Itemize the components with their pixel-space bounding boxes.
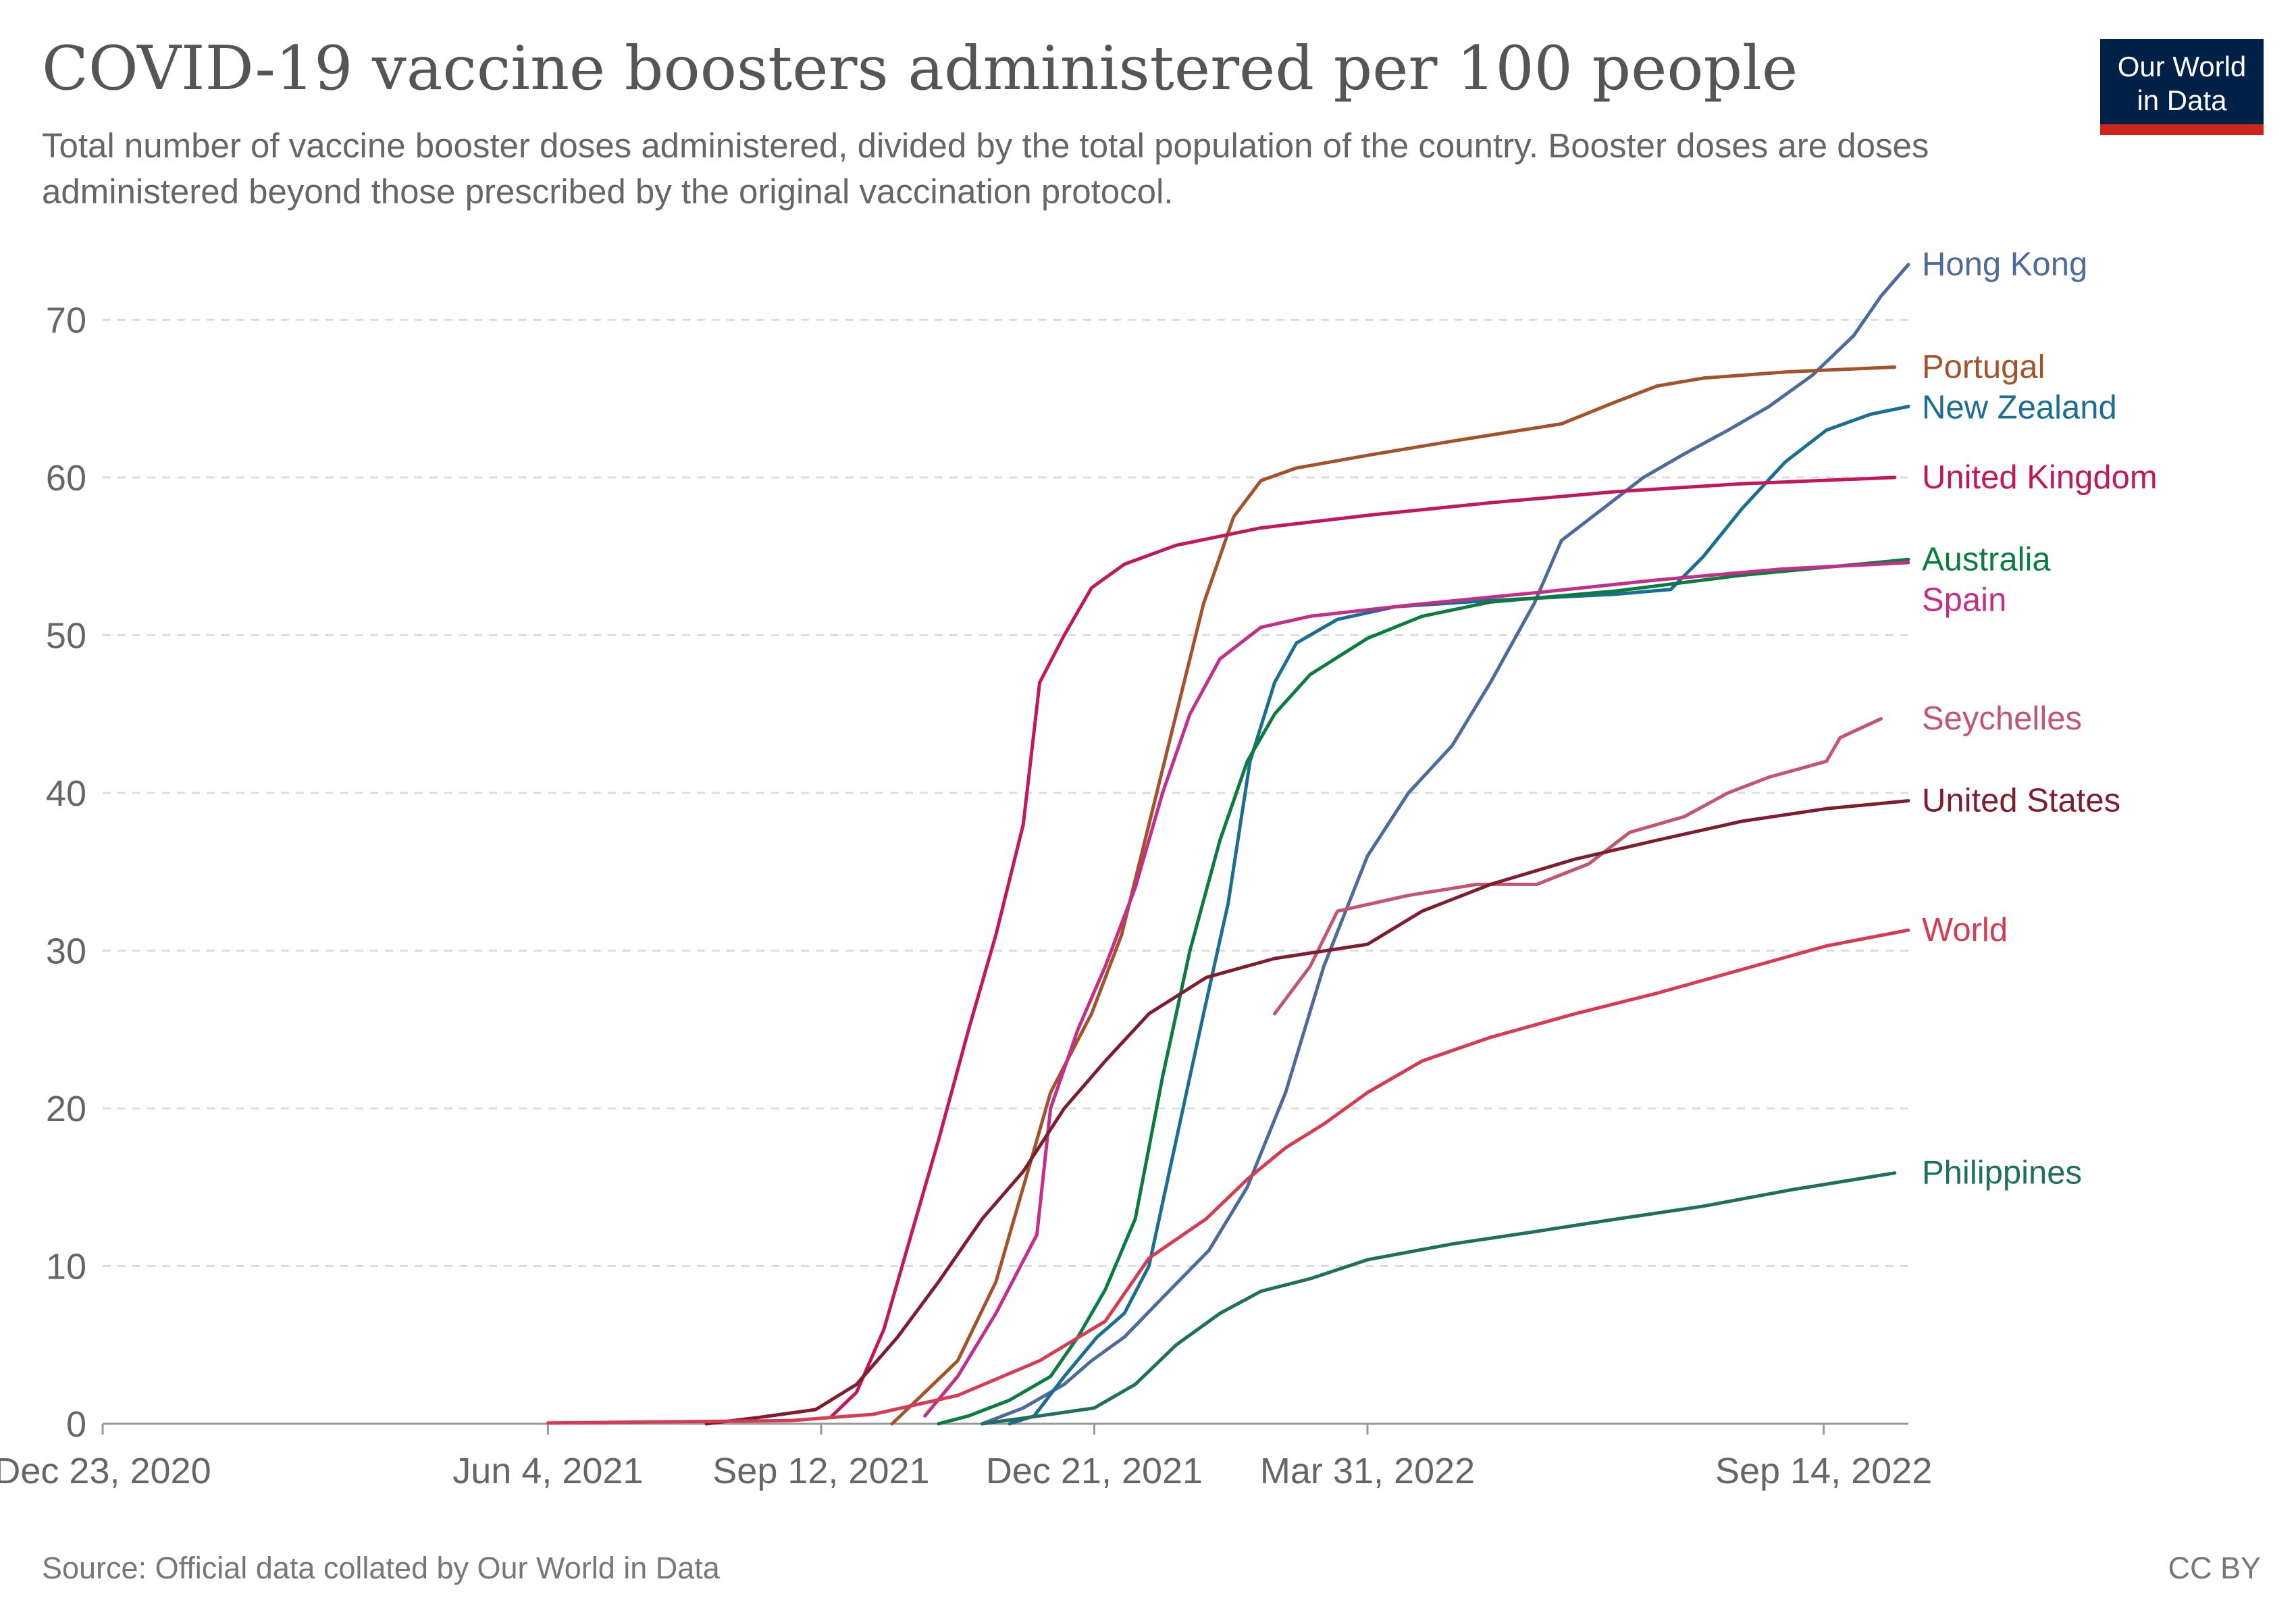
y-tick-label: 60 — [46, 458, 86, 498]
series-label-spain[interactable]: Spain — [1922, 582, 2006, 618]
series-line-australia[interactable] — [937, 557, 1910, 1426]
x-tick-label: Sep 12, 2021 — [712, 1451, 929, 1491]
series-line-united-kingdom[interactable] — [830, 475, 1897, 1418]
y-tick-label: 40 — [46, 773, 86, 814]
series-line-portugal[interactable] — [890, 365, 1897, 1426]
series-label-united-states[interactable]: United States — [1922, 783, 2120, 819]
x-tick-label: Mar 31, 2022 — [1260, 1451, 1475, 1491]
y-tick-label: 10 — [46, 1246, 86, 1287]
axes: 0 10 20 30 40 50 60 70 Dec 23, 2020 Jun 4, 2021 Se… — [0, 300, 1932, 1491]
series-line-united-states[interactable] — [704, 799, 1910, 1426]
y-tick-label: 30 — [46, 931, 86, 971]
chart-subtitle: Total number of vaccine booster doses ad… — [42, 126, 1929, 211]
x-tick-label: Jun 4, 2021 — [452, 1451, 643, 1491]
source-note[interactable]: Source: Official data collated by Our Wo… — [42, 1551, 720, 1585]
series-label-united-kingdom[interactable]: United Kingdom — [1922, 459, 2158, 496]
y-tick-label: 50 — [46, 615, 86, 656]
series-label-new-zealand[interactable]: New Zealand — [1922, 389, 2117, 426]
x-tick-label: Dec 23, 2020 — [0, 1451, 211, 1491]
logo-accent-bar — [2100, 124, 2264, 135]
series-line-hong-kong[interactable] — [981, 263, 1910, 1426]
x-tick-label: Sep 14, 2022 — [1715, 1451, 1932, 1491]
series-label-world[interactable]: World — [1922, 912, 2008, 948]
series-line-spain[interactable] — [923, 561, 1910, 1418]
logo-line-2: in Data — [2137, 84, 2227, 116]
series-label-hong-kong[interactable]: Hong Kong — [1922, 247, 2087, 283]
series-label-australia[interactable]: Australia — [1922, 541, 2051, 577]
series-label-portugal[interactable]: Portugal — [1922, 349, 2045, 385]
logo-line-1: Our World — [2117, 51, 2247, 82]
license-note[interactable]: CC BY — [2168, 1551, 2261, 1585]
x-tick-label: Dec 21, 2021 — [986, 1451, 1203, 1491]
gridlines — [103, 318, 1908, 1267]
series-label-philippines[interactable]: Philippines — [1922, 1155, 2082, 1191]
y-tick-label: 20 — [46, 1089, 86, 1129]
series-line-new-zealand[interactable] — [1008, 405, 1910, 1426]
y-tick-label: 70 — [46, 300, 86, 340]
series-lines — [546, 263, 1910, 1426]
series-line-philippines[interactable] — [981, 1171, 1897, 1426]
owid-logo[interactable]: Our World in Data — [2100, 39, 2264, 135]
series-line-world[interactable] — [546, 928, 1910, 1425]
chart-title: COVID-19 vaccine boosters administered p… — [42, 33, 1798, 104]
series-labels: Hong Kong Portugal New Zealand United Kingd… — [1922, 247, 2158, 1191]
y-tick-label: 0 — [66, 1404, 86, 1445]
series-label-seychelles[interactable]: Seychelles — [1922, 700, 2082, 737]
series-line-seychelles[interactable] — [1273, 717, 1883, 1016]
